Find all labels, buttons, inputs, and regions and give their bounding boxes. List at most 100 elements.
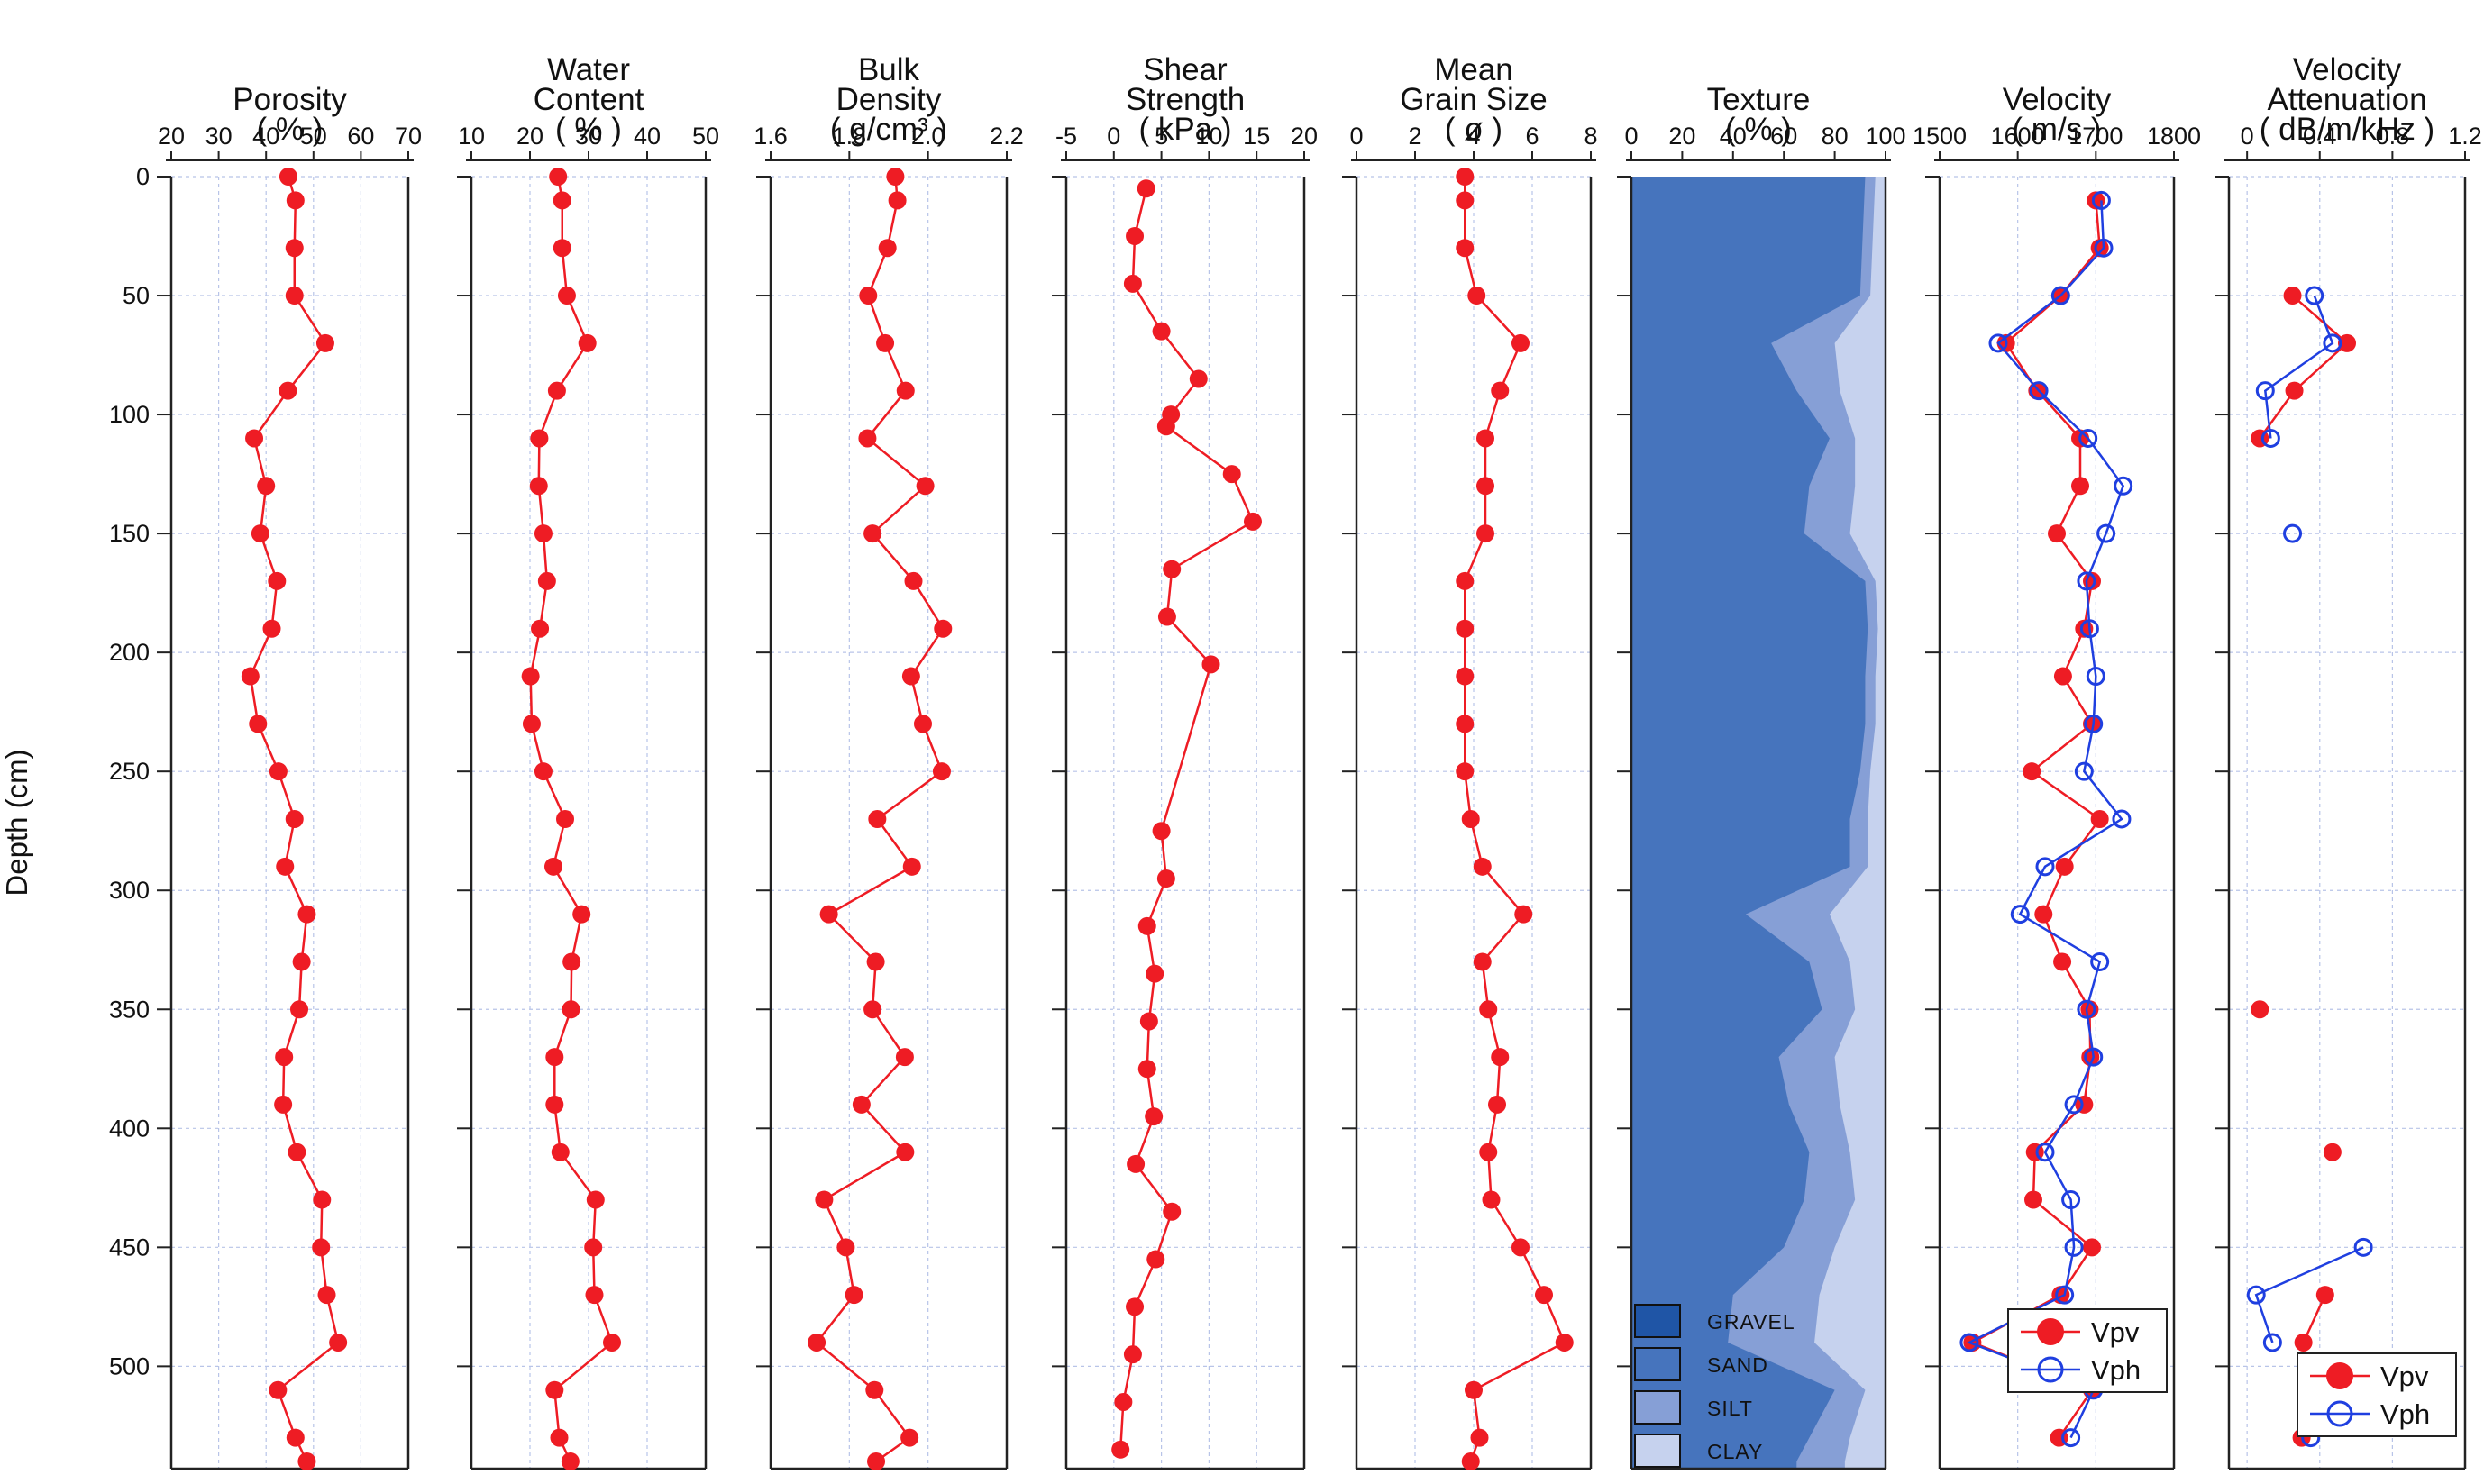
- data-point-Vph: [2061, 1428, 2081, 1448]
- data-point-grain: [1456, 667, 1475, 686]
- data-point-porosity: [312, 1238, 331, 1257]
- texture-legend-label: SILT: [1707, 1397, 1753, 1420]
- data-point-Vph: [2112, 809, 2132, 829]
- data-point-bulk: [888, 191, 907, 210]
- data-point-porosity: [290, 1000, 309, 1019]
- data-point-Vph: [2079, 619, 2099, 639]
- data-point-water: [551, 1143, 570, 1161]
- data-point-porosity: [288, 1143, 306, 1161]
- x-tick-label: 0: [2241, 123, 2254, 150]
- data-point-Vpv: [2251, 1000, 2269, 1019]
- data-point-porosity: [269, 762, 288, 781]
- data-point-shear: [1152, 322, 1171, 341]
- data-point-grain: [1476, 477, 1494, 496]
- data-point-grain: [1491, 381, 1510, 400]
- series-line-grain: [1464, 177, 1566, 1462]
- x-tick-label: 2.2: [990, 123, 1024, 150]
- data-point-Vpv: [2055, 857, 2074, 876]
- data-point-Vph: [2061, 1190, 2081, 1210]
- data-point-shear: [1222, 465, 1241, 484]
- data-point-porosity: [285, 287, 304, 305]
- data-point-Vpv: [2083, 1238, 2101, 1257]
- data-point-Vph: [1988, 333, 2008, 353]
- data-point-porosity: [297, 905, 316, 924]
- data-point-Vph: [2050, 286, 2070, 305]
- data-point-Vph: [2064, 1095, 2084, 1115]
- data-point-porosity: [286, 191, 305, 210]
- data-point-Vph: [2029, 381, 2049, 401]
- data-point-grain: [1456, 191, 1475, 210]
- data-point-Vph: [2086, 667, 2105, 687]
- data-point-grain: [1511, 333, 1530, 352]
- data-point-bulk: [858, 429, 877, 448]
- data-point-water: [530, 429, 549, 448]
- data-point-shear: [1152, 822, 1171, 841]
- data-point-Vpv: [2034, 905, 2053, 924]
- data-point-shear: [1201, 655, 1220, 674]
- y-tick-label: 50: [123, 282, 150, 309]
- data-point-water: [547, 381, 566, 400]
- y-tick-label: 300: [109, 877, 150, 904]
- x-tick-label: 10: [1195, 123, 1222, 150]
- x-tick-label: 1.2: [2448, 123, 2482, 150]
- data-point-bulk: [878, 239, 897, 258]
- data-point-grain: [1473, 857, 1492, 876]
- data-point-grain: [1555, 1333, 1574, 1352]
- data-point-grain: [1473, 952, 1492, 971]
- data-point-bulk: [886, 168, 905, 186]
- data-point-porosity: [285, 239, 304, 258]
- data-point-Vph: [2055, 1285, 2075, 1305]
- x-tick-label: 70: [395, 123, 422, 150]
- x-tick-label: 1800: [2147, 123, 2201, 150]
- data-point-bulk: [819, 905, 838, 924]
- x-tick-label: 100: [1865, 123, 1905, 150]
- data-point-shear: [1137, 916, 1156, 935]
- data-point-shear: [1111, 1440, 1130, 1459]
- data-point-shear: [1189, 369, 1208, 388]
- panel-title-line: Bulk: [858, 52, 920, 87]
- texture-legend-swatch: [1634, 1347, 1681, 1381]
- data-point-Vph: [2260, 428, 2280, 448]
- panel-title-line: Mean: [1434, 52, 1513, 87]
- data-point-grain: [1479, 1000, 1498, 1019]
- x-tick-label: 20: [1291, 123, 1318, 150]
- data-point-shear: [1243, 512, 1262, 531]
- x-tick-label: 0: [1107, 123, 1120, 150]
- panel-velocity: Velocity( m/s ) 1500 1600 1700 1800 Vpv Vph: [1913, 82, 2201, 1470]
- panel-title-line: Strength: [1126, 82, 1245, 117]
- legend-label: Vph: [2091, 1354, 2141, 1386]
- data-point-Vph: [2323, 333, 2342, 353]
- panel-texture: Texture( % ) GRAVEL SAND SILT CLAY 0 20 40 60 80 1…: [1617, 82, 1906, 1470]
- x-tick-label: 8: [1584, 123, 1597, 150]
- data-point-porosity: [251, 524, 269, 543]
- x-tick-label: 60: [347, 123, 374, 150]
- x-tick-label: 40: [1720, 123, 1747, 150]
- texture-legend-label: CLAY: [1707, 1440, 1763, 1463]
- panel-title-line: Texture: [1707, 82, 1811, 117]
- data-point-water: [531, 619, 550, 638]
- data-point-grain: [1456, 571, 1475, 590]
- panel-title-line: ( dB/m/kHz ): [2260, 112, 2434, 147]
- y-tick-label: 100: [109, 401, 150, 428]
- x-tick-label: 5: [1155, 123, 1168, 150]
- panel-title-line: ( % ): [555, 112, 622, 147]
- x-tick-label: 2.0: [911, 123, 945, 150]
- x-tick-label: 30: [575, 123, 602, 150]
- data-point-bulk: [904, 571, 923, 590]
- x-tick-label: 4: [1466, 123, 1480, 150]
- x-tick-label: 20: [516, 123, 543, 150]
- data-point-Vpv: [2024, 1190, 2042, 1209]
- data-point-bulk: [902, 857, 921, 876]
- series-line-Vph: [2254, 1246, 2364, 1343]
- data-point-porosity: [241, 667, 260, 686]
- x-tick-label: -5: [1055, 123, 1077, 150]
- data-point-bulk: [932, 762, 951, 781]
- data-point-grain: [1482, 1190, 1501, 1209]
- y-tick-label: 450: [109, 1234, 150, 1261]
- data-point-shear: [1126, 1297, 1145, 1316]
- series-line-Vph: [2263, 295, 2334, 439]
- data-point-bulk: [808, 1333, 826, 1352]
- x-tick-label: 1600: [1991, 123, 2045, 150]
- data-point-shear: [1146, 964, 1164, 983]
- data-point-grain: [1479, 1143, 1498, 1161]
